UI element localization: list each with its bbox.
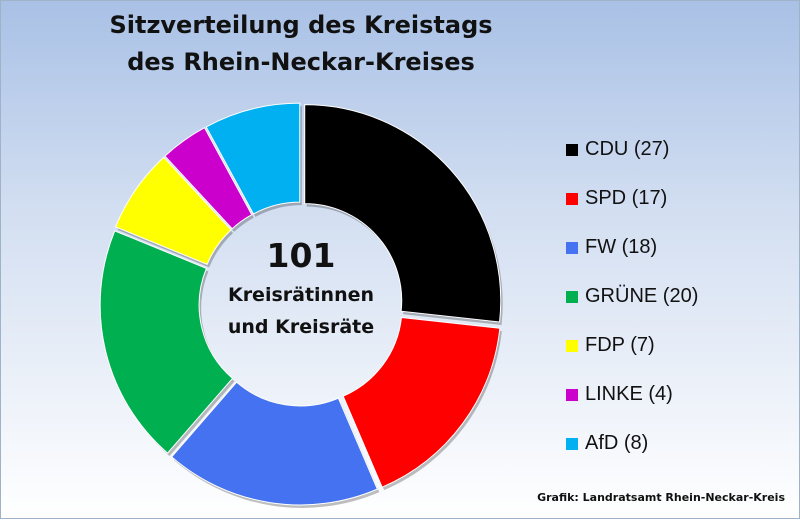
legend-label-fdp: FDP (7): [585, 334, 655, 356]
donut-center-label: 101 Kreisrätinnen und Kreisräte: [216, 233, 386, 343]
chart-title: Sitzverteilung des Kreistags des Rhein-N…: [31, 7, 571, 81]
legend-label-spd: SPD (17): [585, 187, 668, 209]
total-seats-label-2: und Kreisräte: [227, 316, 375, 338]
legend-item-grüne: GRÜNE (20): [566, 272, 698, 321]
slice-fw: [170, 381, 378, 506]
slice-linke: [164, 127, 253, 230]
slice-fdp: [114, 156, 232, 266]
legend-swatch-linke: [566, 388, 578, 401]
chart-title-line-1: Sitzverteilung des Kreistags: [109, 11, 493, 39]
source-credit: Grafik: Landratsamt Rhein-Neckar-Kreis: [537, 491, 785, 504]
legend-item-linke: LINKE (4): [566, 370, 698, 419]
slice-spd: [342, 316, 501, 488]
legend-item-spd: SPD (17): [566, 174, 698, 223]
legend-label-grüne: GRÜNE (20): [585, 285, 699, 307]
legend-item-cdu: CDU (27): [566, 125, 698, 174]
legend-item-fw: FW (18): [566, 223, 698, 272]
legend-swatch-grüne: [566, 290, 578, 303]
legend-item-fdp: FDP (7): [566, 321, 698, 370]
legend-swatch-spd: [566, 192, 578, 205]
slice-afd: [205, 102, 301, 215]
legend-label-fw: FW (18): [585, 236, 658, 258]
total-seats-label-1: Kreisrätinnen: [227, 284, 375, 306]
chart-legend: CDU (27) SPD (17) FW (18) GRÜNE (20) FDP (7)…: [566, 125, 698, 468]
legend-label-afd: AfD (8): [585, 432, 649, 454]
chart-title-line-2: des Rhein-Neckar-Kreises: [127, 48, 475, 76]
total-seats-number: 101: [266, 236, 336, 275]
slice-grüne: [99, 230, 234, 454]
legend-swatch-cdu: [566, 143, 578, 156]
legend-item-afd: AfD (8): [566, 419, 698, 468]
legend-label-linke: LINKE (4): [585, 383, 673, 405]
legend-swatch-afd: [566, 437, 578, 450]
legend-label-cdu: CDU (27): [585, 138, 670, 160]
legend-swatch-fw: [566, 241, 578, 254]
slice-cdu: [304, 104, 502, 323]
legend-swatch-fdp: [566, 339, 578, 352]
